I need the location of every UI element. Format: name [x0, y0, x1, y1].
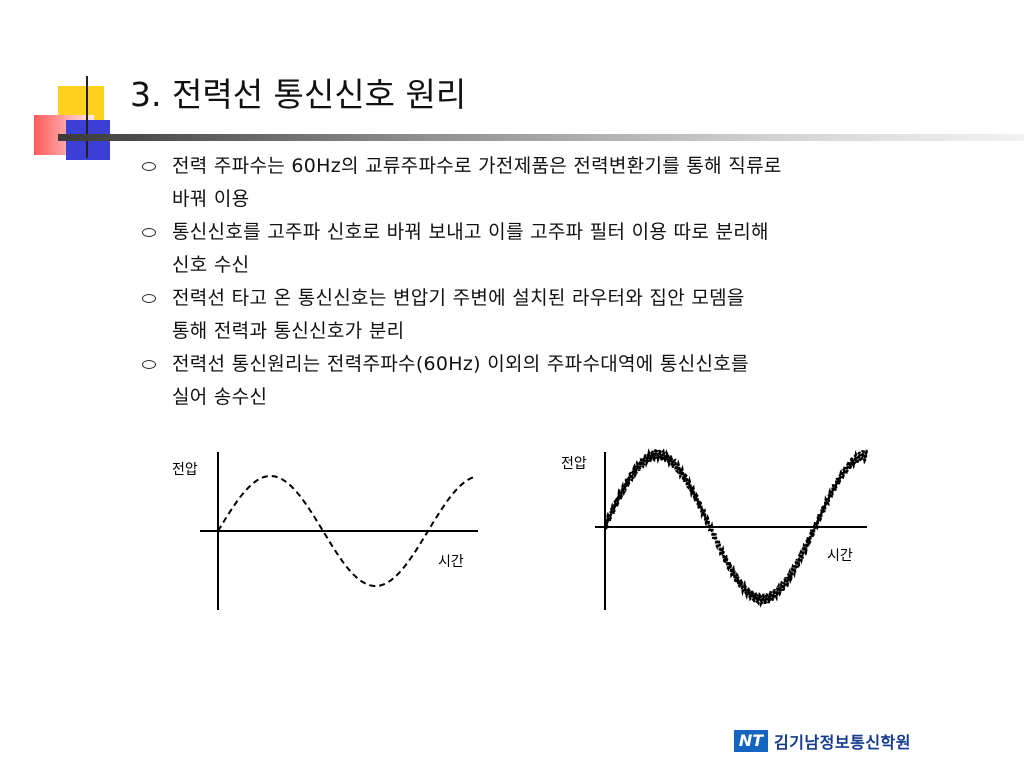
bullet-line: 전력선 통신원리는 전력주파수(60Hz) 이외의 주파수대역에 통신신호를 — [172, 353, 749, 375]
y-axis-label: 전압 — [561, 456, 587, 472]
sine-wave — [217, 475, 477, 587]
modulated-wave — [603, 446, 869, 608]
bullet-line: 전력 주파수는 60Hz의 교류주파수로 가전제품은 전력변환기를 통해 직류로 — [172, 155, 782, 177]
y-axis-label: 전압 — [172, 462, 198, 478]
bullet-line: 실어 송수신 — [172, 386, 268, 408]
bullet-circle-icon — [142, 162, 156, 171]
bullet-item: 전력선 통신원리는 전력주파수(60Hz) 이외의 주파수대역에 통신신호를 실… — [140, 348, 1000, 414]
bullet-item: 전력선 타고 온 통신신호는 변압기 주변에 설치된 라우터와 집안 모뎀을 통… — [140, 282, 1000, 348]
bullet-line: 신호 수신 — [172, 254, 250, 276]
x-axis-label: 시간 — [438, 554, 464, 570]
bullet-line: 바꿔 이용 — [172, 188, 250, 210]
bullet-circle-icon — [142, 294, 156, 303]
bullet-item: 통신신호를 고주파 신호로 바꿔 보내고 이를 고주파 필터 이용 따로 분리해… — [140, 216, 1000, 282]
logo-text: 김기남정보통신학원 — [774, 733, 911, 752]
bullet-circle-icon — [142, 360, 156, 369]
bullet-line: 통해 전력과 통신신호가 분리 — [172, 320, 405, 342]
bullet-item: 전력 주파수는 60Hz의 교류주파수로 가전제품은 전력변환기를 통해 직류로… — [140, 150, 1000, 216]
decor-vertical-line — [86, 76, 88, 158]
bullet-line: 통신신호를 고주파 신호로 바꿔 보내고 이를 고주파 필터 이용 따로 분리해 — [172, 221, 769, 243]
logo-mark: NT — [734, 730, 768, 752]
modulated-wave-strand — [603, 447, 869, 608]
x-axis-label: 시간 — [827, 548, 853, 564]
carrier-wave-diagram: 전압 시간 — [561, 446, 869, 610]
bullet-list: 전력 주파수는 60Hz의 교류주파수로 가전제품은 전력변환기를 통해 직류로… — [140, 150, 1000, 414]
bullet-circle-icon — [142, 228, 156, 237]
bullet-line: 전력선 타고 온 통신신호는 변압기 주변에 설치된 라우터와 집안 모뎀을 — [172, 287, 745, 309]
slide-title: 3. 전력선 통신신호 원리 — [130, 75, 467, 114]
power-wave-diagram: 전압 시간 — [172, 452, 478, 610]
footer-logo: NT 김기남정보통신학원 — [734, 730, 911, 752]
title-rule — [58, 134, 1024, 141]
